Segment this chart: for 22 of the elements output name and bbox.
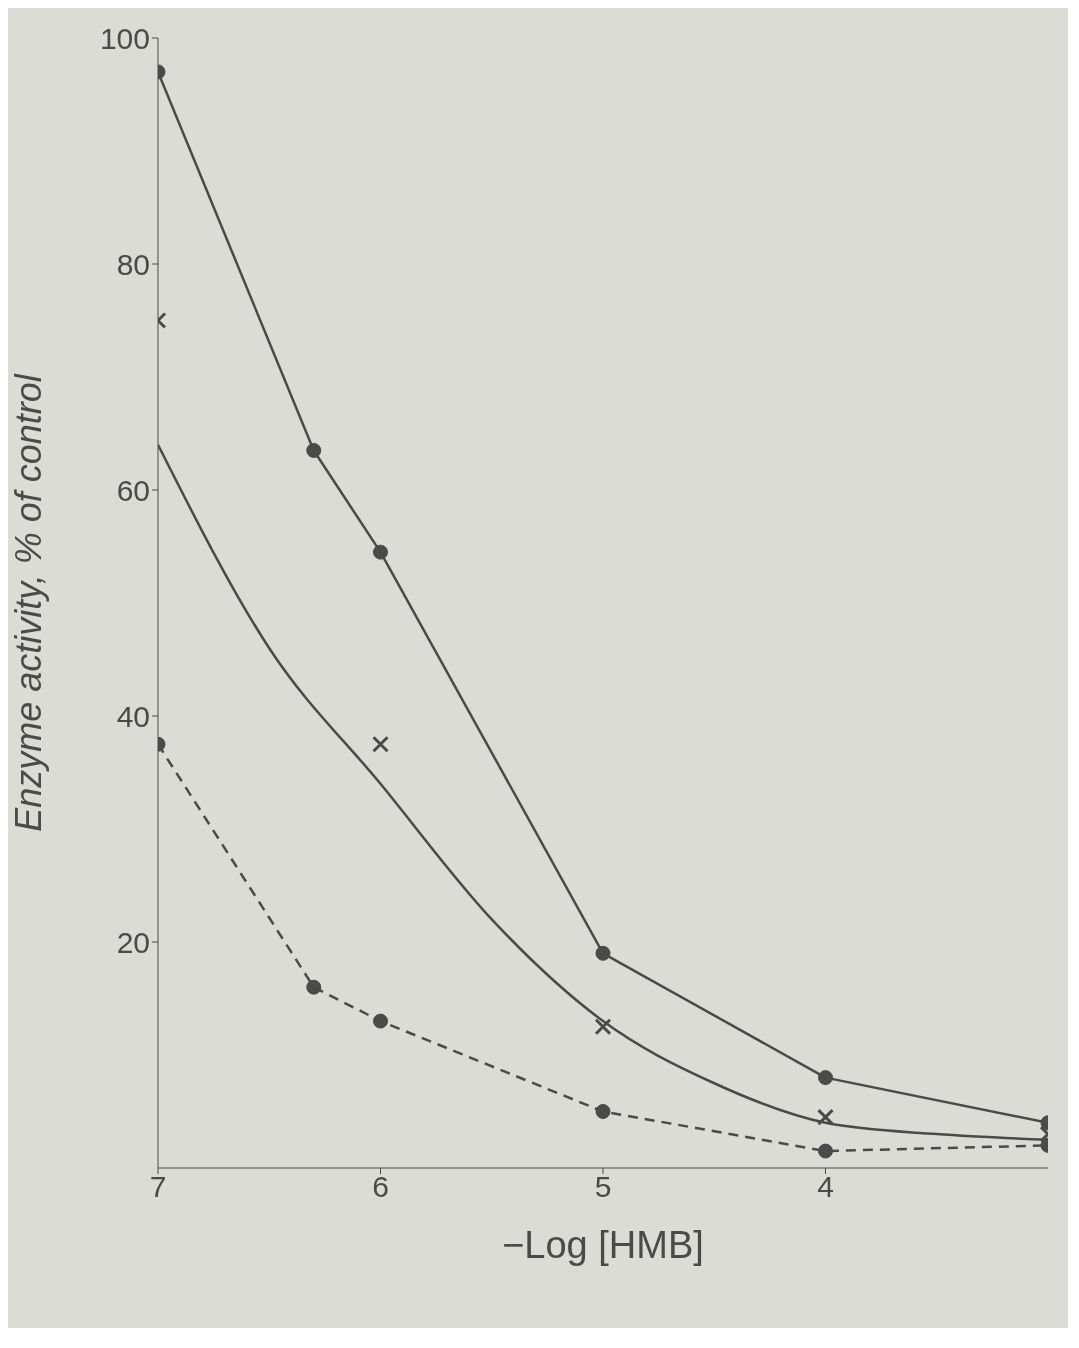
x-tick-label: 7	[149, 1170, 167, 1204]
point	[818, 1143, 833, 1159]
x-tick-label: 4	[817, 1170, 834, 1204]
y-tick-label: 100	[99, 21, 150, 55]
point	[594, 1018, 612, 1036]
y-tick-label: 60	[116, 473, 150, 507]
y-axis-title: Enzyme activity, % of control	[7, 373, 49, 832]
x-tick-label: 5	[594, 1170, 612, 1204]
point	[373, 544, 388, 560]
point	[818, 1070, 833, 1086]
y-tick-label: 40	[116, 699, 150, 733]
point	[595, 945, 611, 961]
y-tick-label: 20	[116, 925, 150, 959]
point	[306, 979, 322, 995]
y-tick-label: 80	[116, 247, 150, 281]
point	[817, 1108, 834, 1126]
point	[372, 735, 389, 753]
x-tick-label: 6	[372, 1170, 389, 1204]
x-axis-title: −Log [HMB]	[502, 1224, 704, 1266]
point	[595, 1104, 611, 1119]
point	[306, 442, 322, 458]
point	[373, 1013, 388, 1029]
